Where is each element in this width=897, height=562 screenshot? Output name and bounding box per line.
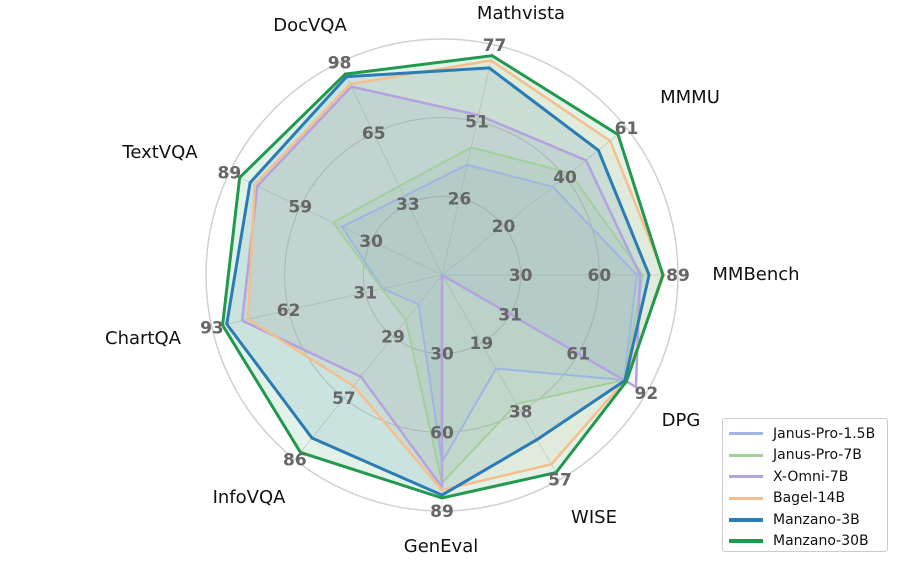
axis-label-docvqa: DocVQA [273, 15, 347, 36]
axis-spoke [441, 44, 495, 276]
tick-label: 89 [430, 502, 454, 522]
tick-label: 92 [635, 384, 659, 404]
tick-label: 38 [509, 402, 533, 422]
axis-label-textvqa: TextVQA [121, 142, 198, 163]
tick-label: 89 [666, 266, 690, 286]
tick-label: 98 [328, 53, 352, 73]
legend-item: Janus-Pro-7B [729, 445, 881, 467]
axis-spoke [211, 274, 443, 328]
legend-swatch [729, 496, 763, 500]
series-line-x-omni-7b [240, 85, 642, 491]
tick-label: 89 [218, 164, 242, 184]
tick-label: 33 [396, 195, 420, 215]
axis-label-chartqa: ChartQA [105, 328, 182, 349]
legend-swatch [729, 539, 763, 544]
axis-label-mmbench: MMBench [712, 264, 799, 285]
tick-label: 19 [469, 334, 493, 354]
axis-label-mmmu: MMMU [660, 87, 720, 108]
tick-label: 86 [283, 451, 307, 471]
tick-label: 77 [483, 36, 507, 56]
tick-label: 93 [200, 319, 224, 339]
tick-label: 31 [353, 284, 377, 304]
legend-item: Manzano-3B [729, 509, 881, 531]
legend-item: Manzano-30B [729, 531, 881, 553]
tick-label: 30 [509, 266, 533, 286]
tick-label: 60 [587, 266, 611, 286]
legend-item: Janus-Pro-1.5B [729, 423, 881, 445]
axis-label-wise: WISE [571, 507, 617, 528]
tick-label: 60 [430, 423, 454, 443]
tick-label: 26 [448, 189, 472, 209]
tick-label: 30 [430, 345, 454, 365]
axis-label-geneval: GenEval [404, 536, 479, 557]
tick-label: 29 [381, 328, 405, 348]
series-line-manzano-3b [225, 66, 651, 497]
tick-label: 61 [566, 345, 590, 365]
axis-spoke [339, 62, 443, 276]
tick-label: 62 [277, 301, 301, 321]
legend: Janus-Pro-1.5B Janus-Pro-7B X-Omni-7B Bagel… [722, 418, 888, 552]
legend-item: Bagel-14B [729, 488, 881, 510]
legend-label: Manzano-3B [773, 511, 860, 528]
series-fill [248, 60, 664, 491]
series-line-bagel-14b [246, 59, 666, 492]
tick-label: 65 [362, 124, 386, 144]
tick-label: 59 [288, 198, 312, 218]
axis-spoke [229, 172, 443, 276]
axis-label-mathvista: Mathvista [477, 3, 565, 24]
tick-label: 30 [359, 232, 383, 252]
axis-spoke [441, 274, 561, 480]
tick-label: 61 [615, 119, 639, 139]
tick-label: 51 [465, 113, 489, 133]
axis-label-dpg: DPG [662, 410, 701, 431]
legend-swatch [729, 432, 763, 436]
tick-label: 57 [548, 470, 572, 490]
axis-spoke [441, 127, 627, 276]
series-line-manzano-30b [221, 54, 665, 500]
legend-swatch [729, 475, 763, 479]
legend-label: X-Omni-7B [773, 468, 849, 485]
legend-label: Bagel-14B [773, 490, 846, 507]
series-fill [333, 147, 643, 483]
axis-label-infovqa: InfoVQA [213, 487, 287, 508]
legend-label: Janus-Pro-1.5B [773, 425, 876, 442]
tick-label: 31 [498, 305, 522, 325]
tick-label: 40 [553, 168, 577, 188]
tick-label: 20 [492, 217, 516, 237]
legend-item: X-Omni-7B [729, 466, 881, 488]
legend-swatch [729, 517, 763, 522]
series-fill [341, 164, 637, 462]
legend-label: Janus-Pro-7B [773, 447, 862, 464]
axis-spoke [294, 274, 443, 460]
legend-swatch [729, 453, 763, 457]
legend-label: Manzano-30B [773, 533, 869, 550]
tick-label: 57 [332, 389, 356, 409]
